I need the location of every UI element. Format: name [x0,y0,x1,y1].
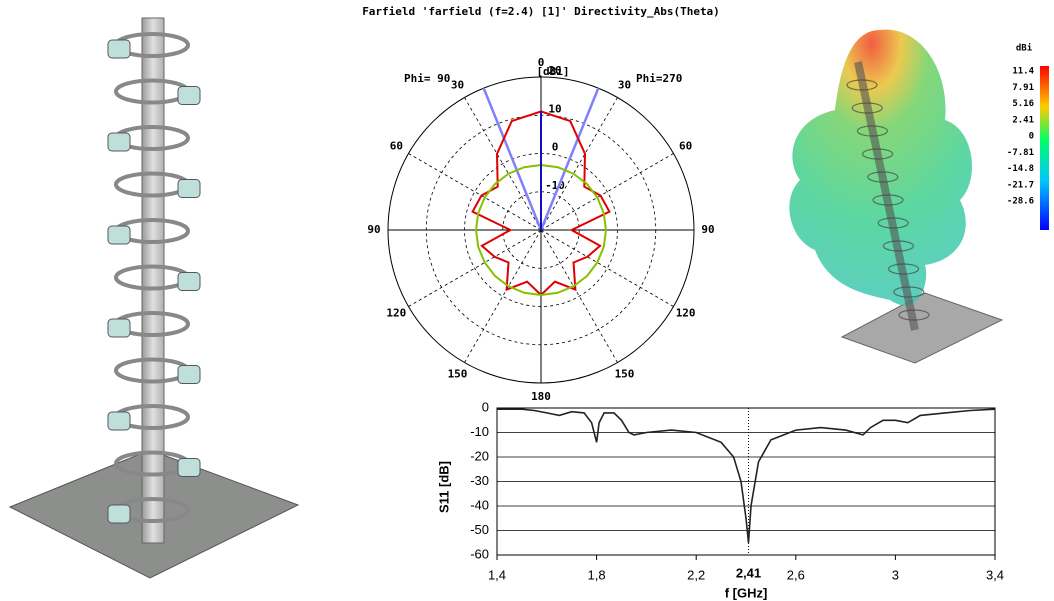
marker-label: 2,41 [736,565,761,580]
y-tick-label: -10 [470,424,489,439]
theta-tick-label: 60 [390,140,403,153]
element [108,412,130,430]
beam-line [484,88,541,230]
spoke [465,97,542,230]
theta-tick-label: 30 [451,78,464,91]
y-tick-label: -40 [470,497,489,512]
spoke [541,230,674,307]
r-tick-label: 20 [548,64,561,77]
x-axis-label: f [GHz] [725,585,768,600]
colorbar-unit: dBi [1016,43,1033,54]
theta-tick-label: 150 [615,368,635,381]
colorbar-tick-label: -28.6 [1007,197,1034,207]
colorbar-tick-label: 0 [1029,132,1034,142]
spoke [541,97,618,230]
theta-tick-label: 60 [679,140,692,153]
colorbar-tick-label: 11.4 [1012,67,1034,77]
s11-line [497,409,995,543]
theta-tick-label: 30 [618,78,631,91]
theta-tick-label: 120 [386,307,406,320]
y-tick-label: -60 [470,546,489,561]
colorbar-tick-label: -14.8 [1007,164,1034,174]
colorbar-tick-label: -7.81 [1007,148,1034,158]
theta-tick-label: 120 [676,307,696,320]
element [108,505,130,523]
y-tick-label: -20 [470,448,489,463]
x-tick-label: 2,2 [687,567,705,582]
r-tick-label: 0 [552,141,559,154]
element [178,459,200,477]
element [108,40,130,58]
polar-title: Farfield 'farfield (f=2.4) [1]' Directiv… [362,5,720,18]
x-tick-label: 3,4 [986,567,1004,582]
figure: Farfield 'farfield (f=2.4) [1]' Directiv… [0,0,1054,601]
theta-tick-label: 90 [701,223,714,236]
element [178,273,200,291]
x-tick-label: 2,6 [787,567,805,582]
colorbar-tick-label: 5.16 [1012,99,1034,109]
y-tick-label: -50 [470,522,489,537]
y-tick-label: -30 [470,473,489,488]
phi-label: Phi= 90 [404,72,450,85]
colorbar [1040,66,1049,230]
spoke [408,154,541,231]
x-tick-label: 1,8 [588,567,606,582]
element [178,180,200,198]
plate [842,293,1002,363]
pattern-3d [789,30,1002,363]
post [142,18,164,543]
theta-tick-label: 90 [367,223,380,236]
y-tick-label: 0 [482,399,489,414]
element [108,226,130,244]
element [178,366,200,384]
colorbar-tick-label: 2.41 [1012,115,1034,125]
spoke [465,230,542,363]
theta-tick-label: 150 [448,368,468,381]
element [108,133,130,151]
element [108,319,130,337]
x-tick-label: 3 [892,567,899,582]
y-axis-label: S11 [dB] [436,461,451,513]
element [178,87,200,105]
theta-tick-label: 0 [538,56,545,69]
phi-label: Phi=270 [636,72,682,85]
colorbar-tick-label: -21.7 [1007,180,1034,190]
x-tick-label: 1,4 [488,567,506,582]
colorbar-tick-label: 7.91 [1012,83,1034,93]
theta-tick-label: 180 [531,390,551,403]
antenna-drawing [10,18,298,578]
r-tick-label: 10 [548,102,561,115]
